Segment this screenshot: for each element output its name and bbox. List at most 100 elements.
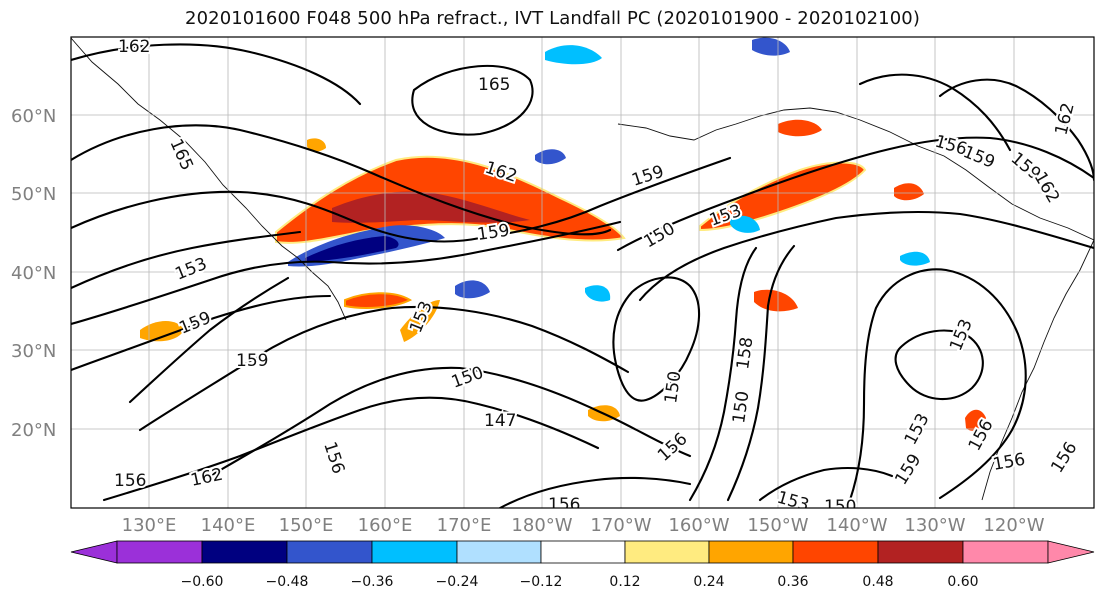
lon-label-130w: 130°W [904, 515, 965, 536]
lon-label-170e: 170°E [437, 515, 492, 536]
lon-label-160e: 160°E [358, 515, 413, 536]
contour-line-6 [71, 220, 622, 326]
colorbar-tick-8: 0.36 [777, 574, 808, 590]
contour-line-16 [848, 268, 1027, 502]
lat-label-40n: 40°N [11, 263, 56, 284]
positive-anomaly-small-5 [778, 119, 822, 137]
lon-label-160w: 160°W [668, 515, 729, 536]
contour-line-14 [726, 244, 796, 502]
colorbar-tick-4: −0.24 [436, 574, 479, 590]
lat-label-60n: 60°N [11, 106, 56, 127]
contour-line-8 [138, 305, 630, 432]
alaska-coastline [617, 107, 1094, 241]
contour-line-17 [894, 329, 984, 401]
negative-anomaly-small-4 [900, 251, 930, 266]
contour-line-12 [638, 210, 1094, 302]
lat-label-30n: 30°N [11, 341, 56, 362]
north-america-coastline [981, 239, 1094, 501]
colorbar-segment-3 [286, 540, 373, 564]
colorbar-segment-1 [116, 540, 203, 564]
colorbar-segment-10 [877, 540, 964, 564]
colorbar-segment-11 [962, 540, 1049, 564]
contour-label-1: 162 [118, 37, 150, 57]
colorbar-segment-4 [371, 540, 458, 564]
contour-line-18 [938, 78, 1094, 182]
colorbar-tick-7: 0.24 [693, 574, 724, 590]
colorbar-ticks: −0.60 −0.48 −0.36 −0.24 −0.12 0.12 0.24 … [181, 574, 979, 590]
lat-label-20n: 20°N [11, 420, 56, 441]
colorbar: −0.60 −0.48 −0.36 −0.24 −0.12 0.12 0.24 … [70, 540, 1095, 590]
lon-label-140e: 140°E [201, 515, 256, 536]
contour-line-4 [71, 156, 732, 243]
colorbar-segment-5 [456, 540, 542, 564]
positive-anomaly-small-6 [307, 138, 326, 152]
contour-label-17: 147 [484, 411, 516, 431]
colorbar-tick-3: −0.36 [351, 574, 394, 590]
colorbar-segment-0 [70, 540, 118, 564]
map-title: 2020101600 F048 500 hPa refract., IVT La… [185, 8, 920, 29]
colorbar-tick-9: 0.48 [862, 574, 893, 590]
contour-line-21 [128, 276, 290, 404]
contour-line-22 [758, 466, 894, 502]
contour-label-2: 165 [478, 75, 510, 95]
contour-label-26: 150 [824, 497, 856, 517]
positive-anomaly-small-3 [754, 289, 798, 312]
lon-label-140w: 140°W [826, 515, 887, 536]
contour-line-15 [612, 276, 701, 402]
longitude-labels: 130°E 140°E 150°E 160°E 170°E 180°W 170°… [122, 515, 1045, 536]
contour-line-3 [71, 124, 612, 236]
negative-anomaly-core-pacific [305, 236, 399, 262]
negative-anomaly-small-3 [752, 37, 790, 56]
positive-anomaly-small-1 [344, 292, 413, 309]
positive-anomaly-small-8 [965, 409, 986, 431]
colorbar-segment-12 [1047, 540, 1095, 564]
plot-background [71, 37, 1094, 508]
contour-line-5 [71, 230, 302, 290]
lon-label-130e: 130°E [122, 515, 177, 536]
lon-label-120w: 120°W [983, 515, 1044, 536]
negative-anomaly-small-1 [535, 149, 566, 165]
colorbar-tick-10: 0.60 [947, 574, 978, 590]
contour-line-19 [858, 73, 1012, 152]
colorbar-segment-8 [708, 540, 794, 564]
colorbar-segment-2 [201, 540, 288, 564]
lat-label-50n: 50°N [11, 184, 56, 205]
contour-line-9 [208, 366, 692, 478]
negative-anomaly-small-7 [730, 215, 760, 233]
negative-anomaly-small-5 [585, 285, 611, 302]
colorbar-segment-6 [540, 540, 626, 564]
contour-label-13: 159 [236, 351, 268, 371]
contour-line-7 [71, 294, 332, 372]
contour-label-21: 156 [548, 495, 580, 515]
map-plot-area: 162 165 165 162 159 153 159 150 153 156 … [70, 36, 1095, 517]
colorbar-tick-2: −0.48 [266, 574, 309, 590]
contour-line-1 [71, 43, 362, 106]
negative-anomaly-small-2 [545, 45, 602, 65]
contour-line-2 [411, 64, 534, 136]
contour-label-24: 158 [733, 336, 757, 371]
positive-anomaly-small-4 [894, 183, 924, 201]
colorbar-tick-5: −0.12 [520, 574, 563, 590]
colorbar-segment-7 [624, 540, 710, 564]
lon-label-180w: 180°W [511, 515, 572, 536]
lon-label-150e: 150°E [279, 515, 334, 536]
lon-label-170w: 170°W [590, 515, 651, 536]
contour-line-20 [498, 476, 692, 508]
plot-frame [70, 36, 1095, 509]
lon-label-150w: 150°W [747, 515, 808, 536]
colorbar-tick-1: −0.60 [181, 574, 224, 590]
colorbar-segment-9 [792, 540, 879, 564]
asia-coastline [71, 37, 347, 321]
height-contours [71, 43, 1094, 508]
contour-line-11 [616, 136, 1094, 252]
contour-line-10 [102, 396, 600, 502]
positive-anomaly-small-2 [140, 321, 184, 342]
colorbar-tick-6: 0.12 [609, 574, 640, 590]
contour-label-20: 156 [114, 471, 146, 491]
positive-anomaly-small-9 [400, 300, 440, 342]
graticule [71, 37, 1094, 508]
latitude-labels: 60°N 50°N 40°N 30°N 20°N [11, 106, 56, 441]
contour-line-13 [688, 246, 758, 502]
coastlines [71, 37, 1094, 501]
